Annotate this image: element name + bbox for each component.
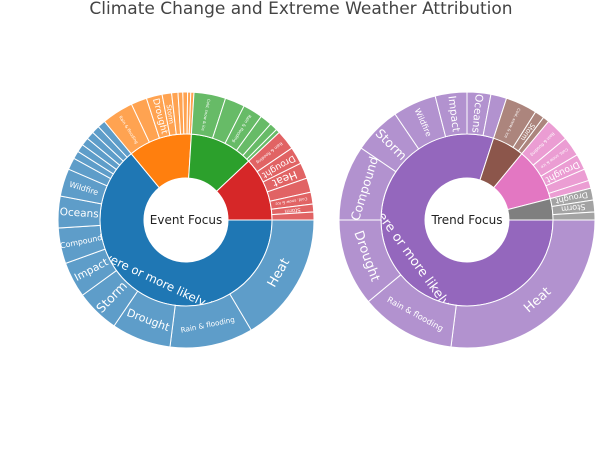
chart-title: Climate Change and Extreme Weather Attri… bbox=[89, 0, 512, 19]
center-hole bbox=[144, 178, 228, 262]
outer-segment-36[interactable] bbox=[271, 211, 315, 221]
outer-segment-19[interactable] bbox=[552, 211, 596, 221]
outer-label-cold-snow-ice: Cold, snow & ice bbox=[200, 99, 211, 132]
outer-label-storm: Storm bbox=[284, 206, 301, 213]
center-label-trend-focus: Trend Focus bbox=[431, 213, 503, 227]
sunburst-event-focus: More severe or more likely to occur HeatR… bbox=[57, 91, 315, 349]
outer-label-storm: Storm bbox=[561, 202, 586, 215]
outer-segment-heat[interactable] bbox=[450, 219, 596, 349]
outer-label-storm: Storm bbox=[165, 104, 176, 125]
sunburst-trend-focus: More severe or more likely to occur HeatR… bbox=[338, 91, 596, 357]
outer-label-impact: Impact bbox=[445, 95, 461, 133]
outer-label-oceans: Oceans bbox=[469, 93, 485, 133]
outer-label-cold-snow-ice: Cold, snow & ice bbox=[274, 196, 307, 207]
center-hole bbox=[425, 178, 509, 262]
outer-label-oceans: Oceans bbox=[59, 206, 99, 220]
center-label-event-focus: Event Focus bbox=[150, 213, 222, 227]
